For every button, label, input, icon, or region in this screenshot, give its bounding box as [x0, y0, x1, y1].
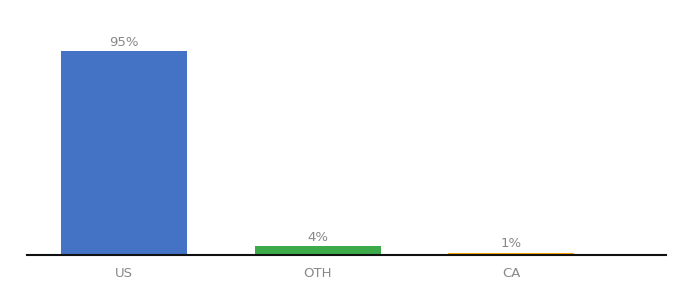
Text: 95%: 95% [109, 36, 139, 49]
Bar [255, 246, 381, 255]
Bar [449, 253, 575, 255]
Bar [61, 51, 187, 255]
Text: 4%: 4% [307, 231, 328, 244]
Text: 1%: 1% [501, 237, 522, 250]
